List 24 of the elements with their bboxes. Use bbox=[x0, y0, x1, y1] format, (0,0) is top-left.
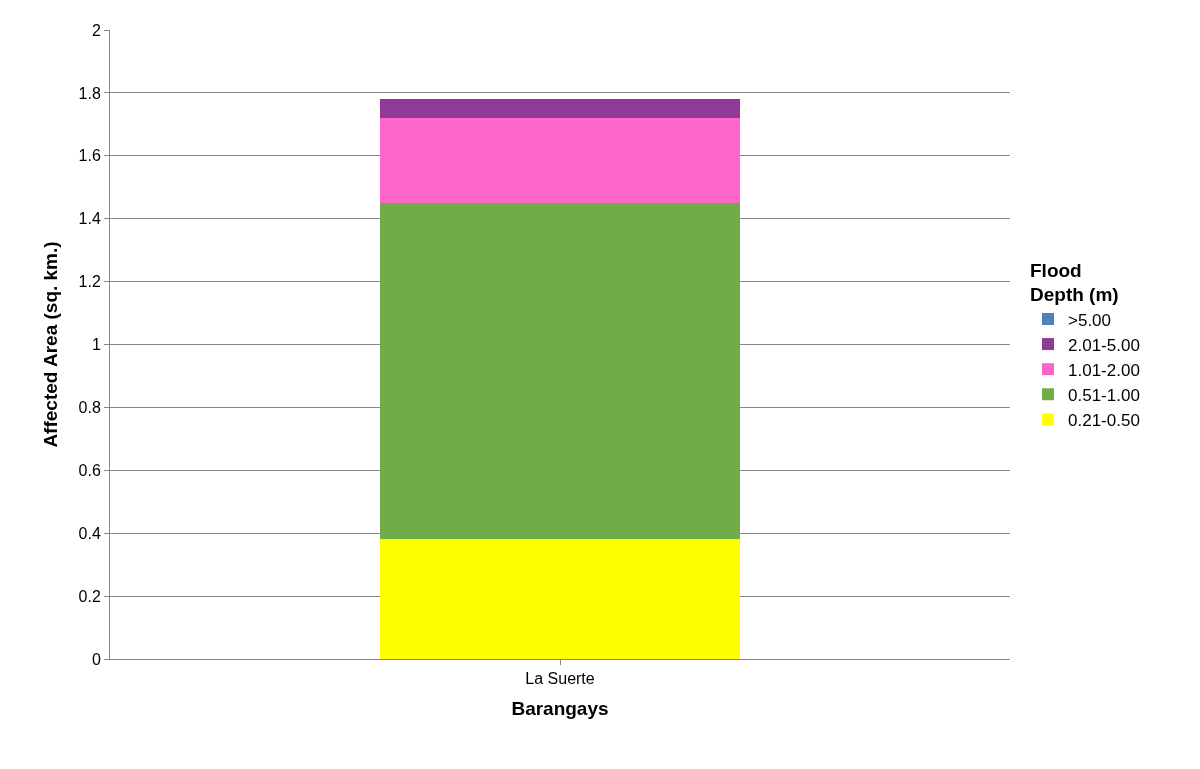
bar bbox=[380, 539, 740, 659]
y-tick-label: 1 bbox=[91, 336, 101, 354]
y-tick-label: 0.2 bbox=[78, 587, 101, 605]
bar bbox=[380, 99, 740, 119]
legend-label: 0.21-0.50 bbox=[1068, 410, 1140, 430]
bar bbox=[380, 202, 740, 540]
legend-label: 0.51-1.00 bbox=[1068, 385, 1140, 405]
y-tick-label: 2 bbox=[91, 21, 101, 39]
legend-title: Flood Depth (m) bbox=[1030, 259, 1119, 306]
x-tick-label: La Suerte bbox=[525, 670, 595, 688]
x-axis-title: Barangays bbox=[511, 698, 609, 719]
bar bbox=[380, 118, 740, 203]
y-tick-label: 0.6 bbox=[78, 461, 101, 479]
y-tick-label: 0 bbox=[91, 650, 101, 668]
legend-label: 2.01-5.00 bbox=[1068, 335, 1140, 355]
legend-label: >5.00 bbox=[1068, 310, 1112, 330]
y-tick-label: 0.4 bbox=[78, 524, 101, 542]
y-tick-label: 0.8 bbox=[78, 399, 101, 416]
y-tick-label: 1.6 bbox=[78, 147, 101, 165]
y-tick-label: 1.8 bbox=[78, 84, 101, 102]
legend-label: 1.01-2.00 bbox=[1068, 360, 1140, 380]
y-tick-label: 1.2 bbox=[78, 273, 101, 291]
y-tick-label: 1.4 bbox=[78, 210, 101, 228]
y-axis-title: Affected Area (sq. km.) bbox=[40, 241, 62, 448]
